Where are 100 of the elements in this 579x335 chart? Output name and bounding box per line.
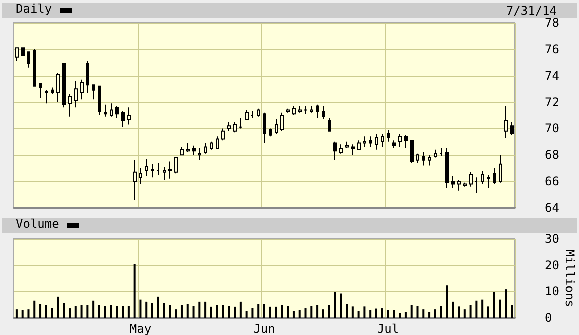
bar: [404, 312, 407, 318]
candlestick: [475, 177, 478, 194]
candlestick: [216, 136, 219, 150]
bar: [210, 306, 212, 318]
candlestick: [510, 122, 514, 136]
bar: [434, 310, 436, 318]
y-axis-title: Millions: [563, 250, 577, 308]
candlestick: [45, 90, 48, 104]
candlestick: [251, 111, 254, 119]
bar: [186, 304, 189, 318]
candlestick: [186, 142, 190, 153]
candlestick: [269, 128, 272, 138]
bar: [375, 308, 378, 318]
bar: [204, 302, 207, 318]
bar: [175, 310, 178, 318]
bar: [416, 306, 419, 318]
bar: [98, 305, 100, 318]
bar: [275, 306, 278, 318]
candlestick: [434, 149, 437, 158]
bar: [410, 305, 413, 318]
bar: [234, 306, 236, 318]
bar: [493, 292, 496, 318]
y-tick-label: 64: [545, 201, 560, 215]
candlestick: [286, 108, 290, 114]
candlestick: [298, 106, 302, 114]
candlestick: [398, 134, 402, 148]
candlestick: [381, 134, 384, 148]
candlestick: [121, 111, 125, 128]
candlestick: [180, 146, 184, 156]
y-tick-label: 72: [545, 95, 560, 110]
bar: [22, 310, 24, 318]
x-tick-label: Jun: [254, 322, 276, 335]
candlestick: [292, 106, 296, 116]
bar: [92, 300, 95, 318]
candlestick: [168, 161, 172, 180]
candlestick: [98, 86, 101, 116]
chart-title: Daily: [16, 2, 52, 16]
bar: [140, 300, 142, 318]
text: 7/31/14: [506, 4, 558, 18]
bar: [328, 305, 330, 318]
candlestick: [33, 48, 36, 87]
bar: [440, 306, 442, 318]
y-tick-label: 0: [545, 311, 552, 325]
bar: [192, 306, 195, 318]
candlestick: [115, 106, 119, 119]
bar: [122, 306, 124, 318]
y-tick-label: 20: [545, 258, 560, 272]
bar: [222, 305, 224, 318]
bar: [269, 306, 272, 318]
bar: [381, 308, 384, 318]
candlestick: [110, 103, 113, 118]
bar: [228, 306, 230, 318]
candlestick: [463, 182, 467, 188]
candlestick: [304, 106, 308, 115]
bar: [34, 300, 36, 318]
bar: [110, 305, 112, 318]
candlestick: [310, 106, 313, 114]
bar: [370, 310, 372, 318]
bar: [157, 296, 160, 318]
bar: [387, 310, 390, 318]
bar: [180, 305, 183, 318]
candlestick: [322, 106, 325, 120]
bar: [422, 310, 425, 318]
bar: [364, 306, 366, 318]
bar: [505, 290, 508, 318]
bar: [198, 302, 201, 318]
candlestick: [86, 60, 89, 94]
candlestick: [139, 168, 142, 185]
candlestick: [62, 63, 66, 108]
bar: [464, 310, 466, 318]
chart-title: Volume: [16, 217, 60, 231]
candlestick: [133, 160, 137, 201]
bar: [446, 286, 448, 318]
bar: [74, 306, 77, 318]
bar: [80, 305, 83, 318]
bar: [252, 308, 254, 318]
candlestick: [469, 172, 473, 188]
bar: [40, 304, 42, 318]
y-tick-label: 78: [545, 16, 560, 30]
candlestick: [233, 122, 237, 134]
y-tick-label: 68: [545, 148, 560, 162]
candlestick: [345, 141, 349, 150]
bar: [128, 306, 130, 318]
candlestick: [51, 87, 54, 95]
bar: [116, 306, 118, 318]
bar: [152, 303, 154, 318]
candlestick: [257, 108, 260, 118]
bar: [340, 294, 342, 318]
candlestick: [92, 84, 95, 100]
bar: [452, 302, 454, 318]
y-tick-label: 10: [545, 284, 560, 299]
bar: [334, 292, 336, 318]
candlestick: [27, 52, 30, 68]
candlestick: [174, 157, 178, 174]
candlestick: [328, 118, 331, 132]
candlestick: [127, 107, 131, 126]
bar: [28, 310, 30, 318]
candlestick: [387, 130, 390, 142]
candlestick: [204, 142, 207, 154]
bar: [281, 305, 284, 318]
